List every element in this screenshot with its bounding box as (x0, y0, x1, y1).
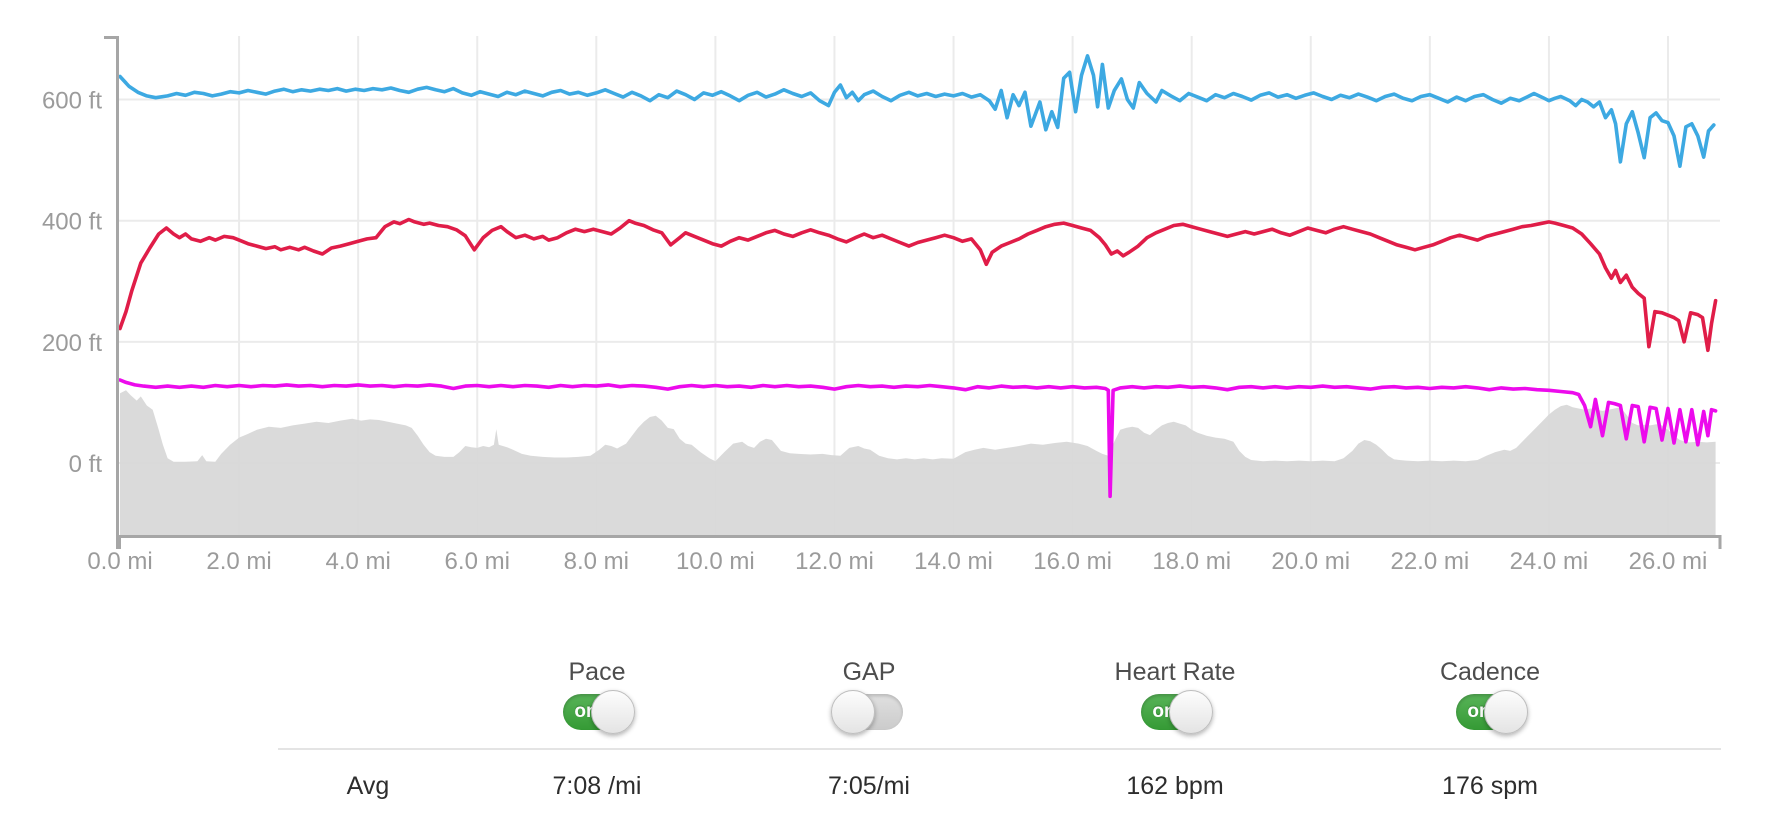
avg-heart-rate-value: 162 bpm (1126, 772, 1224, 800)
heart-rate-toggle[interactable]: on (1141, 690, 1213, 734)
x-axis-tick-label: 18.0 mi (1152, 548, 1231, 575)
x-axis-tick-label: 0.0 mi (87, 548, 152, 575)
x-axis-tick-label: 8.0 mi (564, 548, 629, 575)
x-axis-tick-label: 24.0 mi (1510, 548, 1589, 575)
activity-chart-plot[interactable]: 600 ft 400 ft 200 ft 0 ft 0.0 mi 2.0 mi 4.0 mi… (0, 0, 1772, 590)
cadence-toggle-label: Cadence (1439, 658, 1541, 686)
heart_rate-line (118, 217, 1718, 353)
x-axis-tick-label: 26.0 mi (1629, 548, 1708, 575)
elevation-area (120, 390, 1716, 535)
heart-rate-toggle-label: Heart Rate (1114, 658, 1236, 686)
x-axis-tick-label: 20.0 mi (1271, 548, 1350, 575)
x-axis-tick-label: 22.0 mi (1390, 548, 1469, 575)
summary-divider (278, 748, 1721, 750)
y-axis-tick-label: 0 ft (69, 451, 103, 478)
toggle-knob (591, 690, 635, 734)
avg-gap-value: 7:05/mi (828, 772, 910, 800)
x-axis-tick-label: 14.0 mi (914, 548, 993, 575)
cadence-toggle[interactable]: on (1456, 690, 1528, 734)
toggle-knob (1484, 690, 1528, 734)
toggle-knob (1169, 690, 1213, 734)
pace-toggle-label: Pace (568, 658, 626, 686)
y-axis-tick-label: 400 ft (42, 209, 102, 236)
x-axis-tick-label: 6.0 mi (445, 548, 510, 575)
gap-toggle-label: GAP (842, 658, 896, 686)
pace-toggle[interactable]: on (563, 690, 635, 734)
gap-toggle[interactable] (831, 690, 903, 734)
x-axis-tick-label: 12.0 mi (795, 548, 874, 575)
avg-row-label: Avg (346, 772, 390, 800)
avg-cadence-value: 176 spm (1442, 772, 1538, 800)
x-axis-tick-label: 2.0 mi (206, 548, 271, 575)
y-axis-tick-label: 600 ft (42, 88, 102, 115)
y-axis-tick-label: 200 ft (42, 330, 102, 357)
avg-pace-value: 7:08 /mi (552, 772, 642, 800)
x-axis-tick-label: 4.0 mi (325, 548, 390, 575)
x-axis-tick-label: 10.0 mi (676, 548, 755, 575)
x-axis-tick-label: 16.0 mi (1033, 548, 1112, 575)
cadence-line (118, 378, 1718, 499)
pace-line (118, 54, 1716, 168)
toggle-knob (831, 690, 875, 734)
